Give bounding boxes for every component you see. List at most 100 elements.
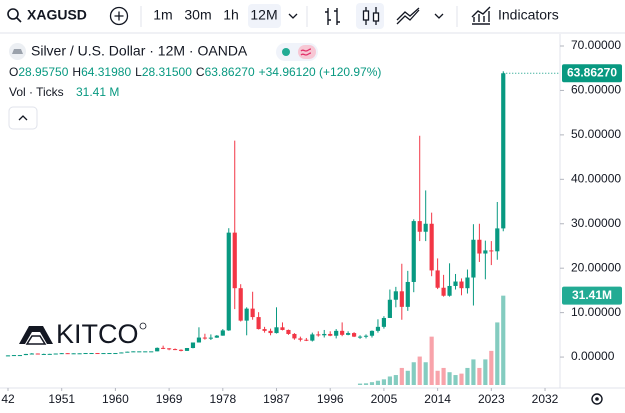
volume-bar (471, 359, 476, 385)
candle-body (125, 351, 130, 353)
volume-bar (405, 370, 410, 385)
settings-button[interactable] (591, 393, 603, 405)
market-status-dot (282, 48, 290, 56)
volume-bar (369, 382, 375, 385)
y-tick-label: 0.00000 (571, 349, 615, 363)
volume-bar (375, 380, 381, 385)
collapse-icon (18, 115, 28, 121)
indicators-icon[interactable] (471, 6, 491, 25)
legend: Silver / U.S. Dollar · 12M · OANDA O28.9… (8, 43, 381, 130)
logo-mark (19, 326, 53, 344)
volume-bar (399, 367, 404, 385)
candle-body (340, 330, 345, 335)
volume-bar (489, 350, 494, 385)
logo-mark-inner (25, 335, 47, 345)
volume-bar (417, 356, 422, 385)
candle-body (441, 287, 446, 296)
candle-body (304, 339, 309, 341)
volume-bar (447, 372, 452, 385)
settings-icon (595, 397, 599, 401)
candle-body (387, 299, 392, 318)
ohlc-key: C (196, 65, 205, 79)
candle-body (328, 333, 333, 336)
volume-bar (393, 375, 398, 385)
y-tick-label: 60.00000 (571, 83, 621, 97)
candle-body (417, 221, 422, 232)
candle-body (220, 330, 225, 336)
interval-button[interactable]: 12M (250, 7, 277, 23)
collapse-legend[interactable] (8, 106, 38, 130)
candle-body (119, 352, 124, 354)
candle-body (268, 330, 273, 334)
style-dropdown[interactable] (434, 13, 444, 19)
candle-body (286, 329, 291, 334)
volume-bar (495, 322, 500, 385)
volume-label: 31.41M (572, 288, 612, 302)
candle-body (256, 317, 261, 330)
ohlc-value: 64.31980 (81, 65, 131, 79)
candles-style-icon[interactable] (362, 10, 370, 21)
volume-bar (453, 375, 458, 385)
interval-button[interactable]: 1m (153, 7, 172, 23)
x-tick-label: 1987 (263, 392, 290, 406)
y-tick-label: 50.00000 (571, 127, 621, 141)
price-label-bg (562, 64, 622, 83)
candle-body (310, 334, 315, 341)
candle-body (59, 353, 64, 355)
candle-body (375, 326, 381, 331)
interval-button[interactable]: 1h (223, 7, 239, 23)
interval-dropdown[interactable] (288, 13, 298, 19)
candle-body (65, 353, 70, 355)
indicators-button[interactable]: Indicators (498, 7, 559, 23)
candle-body (184, 348, 190, 351)
candle-body (322, 333, 327, 336)
candle-body (244, 308, 249, 321)
candle-body (172, 349, 178, 351)
ohlc-values: O28.95750 H64.31980 L28.31500 C63.86270 +34.… (9, 65, 381, 79)
candle-body (35, 353, 40, 355)
symbol[interactable]: XAGUSD (27, 7, 87, 23)
x-tick-label: 42 (1, 392, 15, 406)
compare-button[interactable] (109, 6, 129, 26)
candle-body (447, 285, 452, 296)
volume-bar (387, 376, 392, 385)
candle-body (23, 353, 28, 356)
x-tick-label: 1960 (102, 392, 129, 406)
bars-style-icon[interactable] (325, 8, 340, 25)
logo-registered (139, 322, 147, 330)
search-icon[interactable] (7, 8, 19, 20)
candle-body (262, 329, 267, 331)
candle-body (101, 353, 106, 355)
candle-body (351, 333, 357, 337)
volume-bar (459, 373, 464, 385)
volume-bar (501, 295, 506, 385)
area-style-icon[interactable] (396, 7, 420, 25)
candle-body (477, 239, 482, 254)
candle-body (29, 353, 34, 355)
candles-style-bg (356, 3, 384, 29)
candle-body (53, 353, 58, 355)
candle-body (143, 351, 148, 353)
interval-button[interactable]: 30m (184, 7, 211, 23)
volume-bar (423, 362, 428, 385)
candle-body (501, 73, 506, 229)
candle-body (334, 330, 339, 336)
candle-body (393, 291, 398, 300)
ohlc-key: L (135, 65, 142, 79)
y-tick-label: 20.00000 (571, 260, 621, 274)
x-tick-label: 2023 (478, 392, 505, 406)
x-tick-label: 1951 (48, 392, 75, 406)
candle-body (131, 351, 136, 353)
volume-bar (429, 336, 434, 385)
ohlc-value: 63.86270 (205, 65, 255, 79)
candle-body (250, 308, 255, 318)
candle-body (77, 353, 82, 355)
candle-body (232, 232, 237, 289)
candle-body (167, 348, 172, 350)
volume-bar (381, 379, 387, 385)
active-interval-bg (248, 4, 281, 28)
y-tick-label: 30.00000 (571, 216, 621, 230)
candle-body (381, 317, 387, 327)
